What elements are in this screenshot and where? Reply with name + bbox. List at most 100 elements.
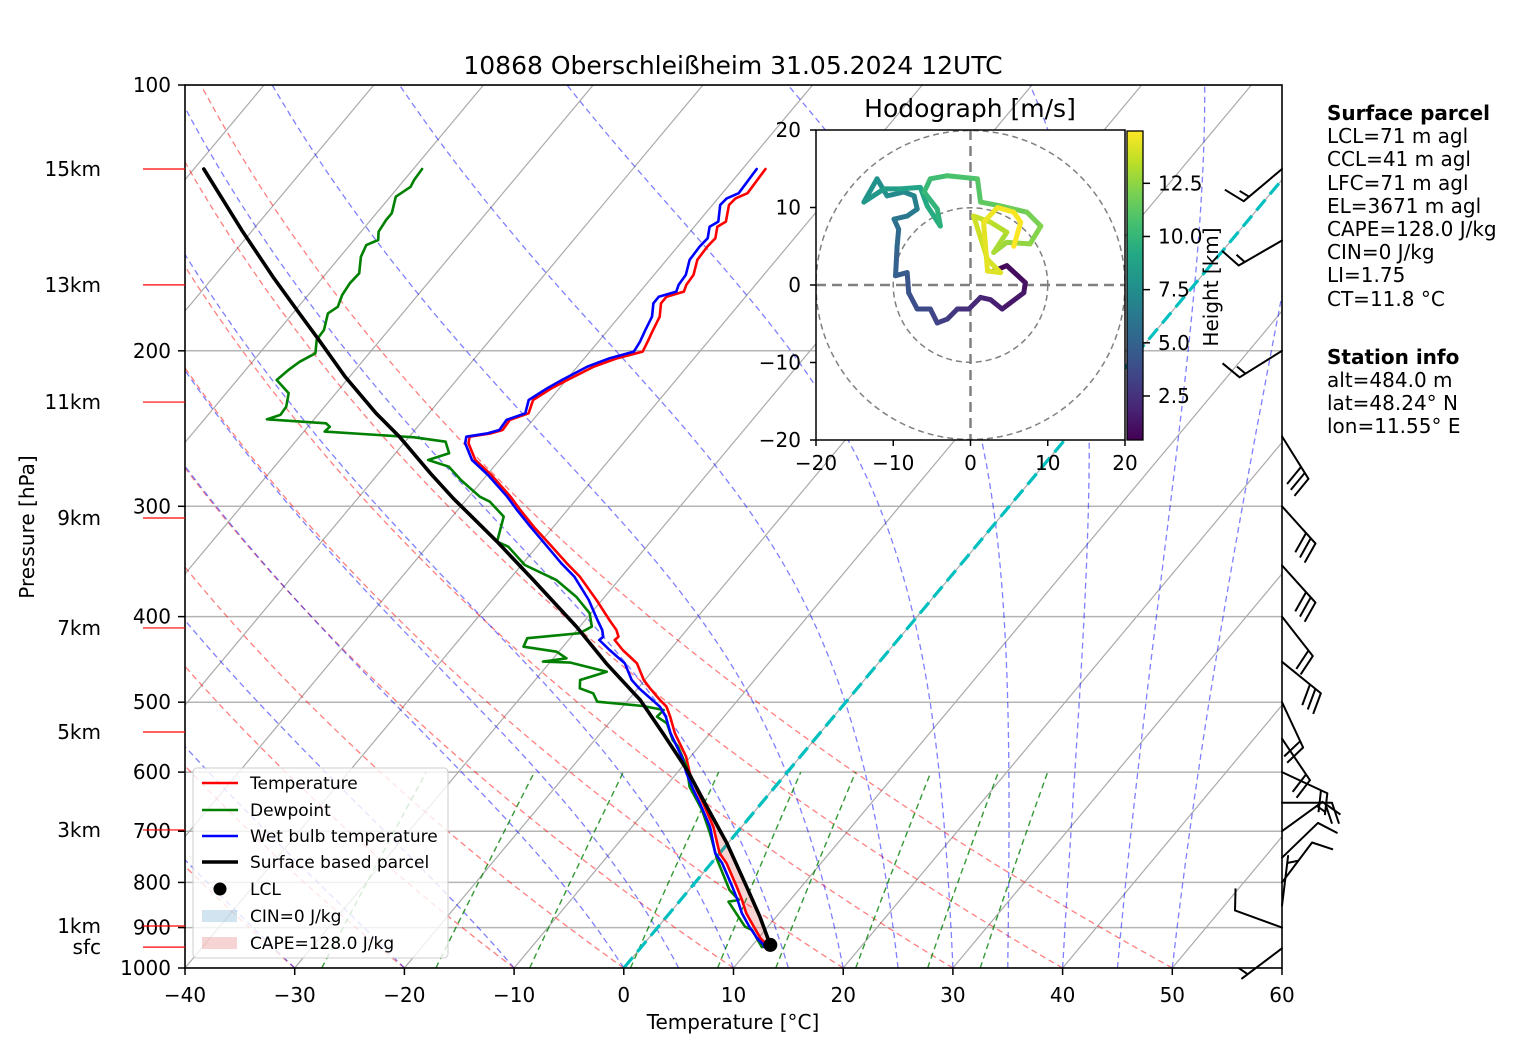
hodograph-segment <box>1004 239 1033 247</box>
dry-adiabat <box>185 160 1063 968</box>
mixing-ratio-line <box>855 771 932 968</box>
barb-staff <box>1241 947 1283 980</box>
hodograph-segment <box>981 205 1001 225</box>
legend: Temperature Dewpoint Wet bulb temperatur… <box>192 767 449 959</box>
legend-entry-lcl: LCL <box>213 880 281 900</box>
station-altitude: alt=484.0 m <box>1327 368 1453 393</box>
barb-feather <box>1306 688 1317 710</box>
legend-label: Dewpoint <box>250 801 331 821</box>
legend-label: Surface based parcel <box>250 853 429 873</box>
sounding-profiles <box>202 167 778 952</box>
colorbar-tick-label: 12.5 <box>1158 171 1203 195</box>
moist-adiabat <box>271 85 844 968</box>
mixing-ratio-line <box>629 771 720 968</box>
dry-adiabat <box>185 466 734 968</box>
barb-staff <box>1281 800 1324 833</box>
colorbar-tick-label: 2.5 <box>1158 384 1190 408</box>
x-tick-label: 50 <box>1160 983 1185 1007</box>
mixing-ratio-line <box>529 771 624 968</box>
hodograph-x-tick-label: 20 <box>1112 451 1137 475</box>
barb-feather <box>1299 655 1314 675</box>
hodograph-segment <box>995 205 1017 215</box>
y-tick-label: 200 <box>133 339 171 363</box>
legend-label: CAPE=128.0 J/kg <box>250 934 394 954</box>
barb-half-feather <box>1236 365 1247 375</box>
hodograph-segment <box>1011 219 1024 249</box>
x-axis-label: Temperature [°C] <box>646 1010 820 1034</box>
barb-staff <box>1281 505 1317 545</box>
barb-feather <box>1331 802 1340 825</box>
moist-adiabat <box>1171 291 1282 968</box>
colorbar-label: Height [km] <box>1199 227 1223 346</box>
hodograph-inset: −20 −10 0 10 20 20 10 0 −10 −20 Hodograph [m/s] 2… <box>759 94 1223 475</box>
colorbar-ticks: 2.5 5.0 7.5 10.0 12.5 <box>1143 171 1203 408</box>
legend-entry-dewpoint: Dewpoint <box>202 801 331 821</box>
wind-barb <box>1281 701 1305 764</box>
hodograph-segment <box>927 173 950 182</box>
legend-label: Wet bulb temperature <box>250 827 438 847</box>
y-tick-label: 800 <box>133 870 171 894</box>
wind-barb <box>1281 564 1317 623</box>
wet-bulb-line <box>463 167 766 949</box>
hodograph-trace <box>861 173 1044 326</box>
hodograph-segment <box>974 176 984 205</box>
legend-label: CIN=0 J/kg <box>250 907 341 927</box>
isotherm-line <box>733 310 1282 968</box>
barb-feather <box>1295 649 1310 670</box>
wind-barb <box>1281 841 1334 884</box>
hodograph-segment <box>897 184 923 192</box>
legend-label: LCL <box>250 880 281 900</box>
barb-feather <box>1317 822 1339 834</box>
barb-feather <box>1303 542 1317 564</box>
chart-title: 10868 Oberschleißheim 31.05.2024 12UTC <box>463 51 1002 80</box>
barb-staff <box>1281 660 1322 695</box>
moist-adiabat <box>398 85 899 968</box>
hodograph-x-tick-label: −10 <box>872 451 914 475</box>
wind-barb <box>1281 800 1342 833</box>
wind-barb <box>1281 855 1299 907</box>
dry-adiabat <box>200 85 1173 968</box>
mixing-ratio-line <box>927 771 1000 968</box>
lcl-value: LCL=71 m agl <box>1327 124 1469 149</box>
lfc-value: LFC=71 m agl <box>1327 170 1469 195</box>
barb-half-feather <box>1237 967 1249 976</box>
wind-barbs <box>1221 168 1342 980</box>
barb-feather <box>1290 472 1306 491</box>
mixing-ratio-lines <box>321 771 1049 968</box>
mixing-ratio-line <box>979 771 1049 968</box>
wind-barb <box>1281 435 1310 497</box>
legend-label: Temperature <box>249 774 358 794</box>
moist-adiabat <box>185 619 515 968</box>
dry-adiabat <box>185 566 625 968</box>
hodograph-segment <box>884 189 907 199</box>
barb-feather <box>1286 746 1304 764</box>
ccl-value: CCL=41 m agl <box>1327 147 1471 172</box>
dry-adiabat <box>185 265 954 968</box>
legend-entry-wetbulb: Wet bulb temperature <box>202 827 438 847</box>
wind-barb <box>1221 349 1283 379</box>
ct-value: CT=11.8 °C <box>1327 286 1445 311</box>
surface-parcel-heading: Surface parcel <box>1327 101 1491 125</box>
lcl-marker <box>763 937 778 952</box>
hodograph-x-tick-label: 10 <box>1035 451 1060 475</box>
height-label: 3km <box>57 818 101 842</box>
barb-staff <box>1281 737 1311 782</box>
barb-feather <box>1321 801 1342 816</box>
hodograph-segment <box>917 184 930 209</box>
barb-feather <box>1283 740 1301 758</box>
y-tick-label: 600 <box>133 760 171 784</box>
hodograph-segment <box>894 226 902 249</box>
barb-feather <box>1221 362 1241 379</box>
wind-barb <box>1221 239 1283 267</box>
hodograph-x-tick-label: 0 <box>964 451 977 475</box>
colorbar-tick-label: 7.5 <box>1158 278 1190 302</box>
legend-entry-temperature: Temperature <box>202 774 358 794</box>
y-axis-ticks: 100 200 300 400 500 600 700 800 900 1000 <box>120 73 185 980</box>
hodograph-segment <box>1024 209 1044 229</box>
moist-adiabats <box>185 85 1282 968</box>
info-panel: Surface parcel LCL=71 m agl CCL=41 m agl… <box>1327 101 1497 439</box>
surface-parcel-group: Surface parcel LCL=71 m agl CCL=41 m agl… <box>1327 101 1497 311</box>
mixing-ratio-line <box>716 771 802 968</box>
isotherm-line <box>185 85 375 313</box>
